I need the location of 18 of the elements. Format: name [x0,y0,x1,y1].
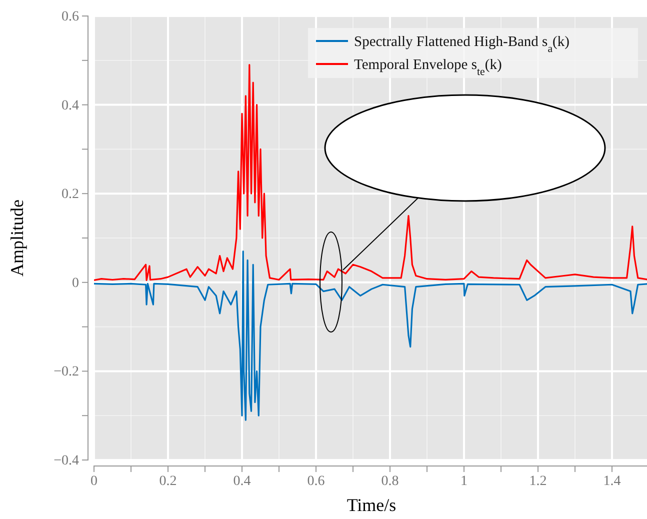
x-tick-label: 0.2 [159,474,177,489]
y-tick-label: −0.2 [54,364,79,380]
y-tick-label: 0.6 [62,9,79,24]
x-tick-label: 0.4 [233,474,251,489]
x-tick-label: 1.4 [603,474,621,489]
x-tick-label: 1 [460,474,468,489]
x-tick-label: 0 [90,474,98,489]
legend-label: Spectrally Flattened High-Band s$_{a}$(k) [354,34,570,55]
x-tick-label: 0.6 [307,474,325,489]
y-tick-label: 0.2 [62,187,79,202]
x-axis-title: Time/s [346,495,396,515]
y-tick-label: 0.4 [62,98,79,114]
y-tick-label: 0 [72,276,79,291]
x-tick-label: 1.2 [529,474,547,489]
y-tick-label: −0.4 [54,453,79,468]
legend-label: Temporal Envelope s$_{te}$(k) [354,57,502,78]
x-tick-label: 0.8 [381,474,399,489]
y-axis-title: Amplitude [7,199,27,276]
